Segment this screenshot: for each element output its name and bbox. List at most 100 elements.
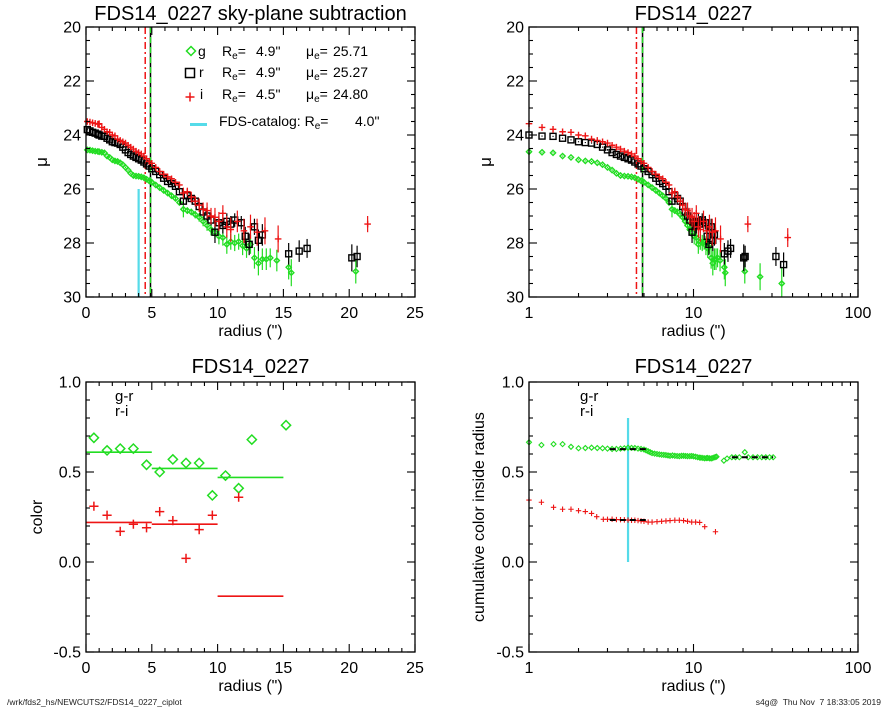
g-data-point <box>538 148 546 156</box>
i-data-point <box>648 168 656 175</box>
r-data-point <box>219 221 227 230</box>
g-data-point <box>549 149 557 157</box>
i-data-point <box>364 220 371 228</box>
g-data-point <box>167 192 176 200</box>
legend-g-r-label: g-r <box>580 388 598 405</box>
r-data-point <box>558 134 567 142</box>
legend-re-value: 4.9" <box>256 43 280 59</box>
chart-title: FDS14_0227 <box>635 356 753 378</box>
y-tick-label: 28 <box>506 236 524 253</box>
g-r-data-point <box>167 453 179 466</box>
g-data-point <box>581 157 589 165</box>
mu-equals: = <box>320 86 328 102</box>
r-i-data-point <box>588 510 595 517</box>
legend-band-label: i <box>200 86 203 102</box>
i-data-point <box>640 160 648 167</box>
r-data-point <box>741 252 749 261</box>
legend-catalog-re-value: 4.0" <box>355 113 379 129</box>
g-r-data-point <box>567 443 575 451</box>
g-data-point <box>164 189 172 197</box>
r-i-data-point <box>234 492 244 502</box>
i-data-point <box>624 149 632 156</box>
catalog-label: FDS-catalog: <box>219 113 305 129</box>
g-data-point <box>352 267 360 275</box>
r-i-data-point <box>559 506 566 512</box>
axes: 1 10 100 20 22 24 26 28 30 <box>506 20 871 323</box>
g-r-data-point <box>688 452 695 460</box>
i-data-point <box>223 223 231 231</box>
g-r-data-point <box>680 452 687 460</box>
panel-color-cumulative: FDS14_0227 radius (") cumulative color i… <box>471 356 871 695</box>
y-tick-label: 0.5 <box>59 465 81 482</box>
re-subscript: e <box>232 51 238 62</box>
i-data-point <box>693 210 700 217</box>
re-symbol: R <box>222 64 232 80</box>
g-data-point <box>179 205 187 213</box>
i-data-point <box>784 234 792 241</box>
y-tick-label: 1.0 <box>502 375 524 392</box>
plot-frame <box>85 381 416 653</box>
r-i-data-point <box>582 508 589 515</box>
plot-area: 0 5 10 15 20 25 20 22 24 26 28 30 <box>63 20 424 323</box>
g-data-point <box>574 156 583 164</box>
legend-mu-value: 25.71 <box>333 43 368 59</box>
x-tick-label: 100 <box>845 305 872 322</box>
g-r-data-point <box>114 442 126 455</box>
r-data-point <box>538 132 546 140</box>
mu-symbol: μ <box>306 43 314 59</box>
x-axis-label: radius (") <box>218 678 282 695</box>
g-r-data-point <box>658 451 665 458</box>
g-r-data-point <box>697 454 705 462</box>
legend-entry-r-band: r Re= 4.9" μe= 25.27 <box>184 64 368 83</box>
re-symbol: R <box>222 43 232 59</box>
i-data-point <box>261 227 269 235</box>
y-tick-label: 1.0 <box>59 375 81 392</box>
x-axis-label: radius (") <box>218 323 282 340</box>
i-data-point <box>148 160 156 167</box>
g-r-data-point <box>246 433 258 446</box>
i-data-point <box>617 145 624 153</box>
plus-marker-icon <box>185 92 195 102</box>
r-data-point <box>688 228 696 236</box>
g-r-data-point <box>550 440 557 448</box>
g-data-point <box>665 198 673 207</box>
r-i-data-point <box>667 517 673 524</box>
r-data-point <box>567 136 575 144</box>
axes: 0 5 10 15 20 25 20 22 24 26 28 30 <box>63 20 424 323</box>
g-r-data-point <box>690 453 697 460</box>
legend-entry-i-band: i Re= 4.5" μe= 24.80 <box>185 86 368 105</box>
r-data-point <box>241 232 249 240</box>
x-tick-label: 20 <box>340 305 358 322</box>
i-data-point <box>703 227 710 235</box>
g-data-point <box>662 194 670 203</box>
g-r-data-point <box>682 452 689 460</box>
i-data-point <box>706 223 713 231</box>
legend-re-label: Re= <box>222 86 246 105</box>
g-data-point <box>235 238 243 246</box>
re-subscript: e <box>232 94 238 105</box>
g-r-data-point <box>660 451 668 459</box>
y-tick-label: 30 <box>63 290 81 307</box>
y-tick-label: 22 <box>506 74 524 91</box>
re-subscript: e <box>315 121 321 132</box>
r-data-point <box>608 148 616 157</box>
i-data-point <box>613 143 620 151</box>
series-r-i <box>89 492 244 563</box>
i-data-point <box>227 226 235 233</box>
i-data-point <box>582 132 589 140</box>
x-tick-label: 1 <box>525 305 534 322</box>
legend: g-r r-i <box>580 388 598 420</box>
x-tick-label: 10 <box>209 305 227 322</box>
g-data-point <box>612 169 621 177</box>
g-r-data-point <box>664 452 672 459</box>
g-data-point <box>183 207 191 215</box>
r-data-point <box>175 187 184 196</box>
r-i-data-point <box>696 519 703 526</box>
legend-entry-fds-catalog: FDS-catalog: Re= 4.0" <box>190 113 379 132</box>
g-data-point <box>266 254 274 262</box>
g-r-data-point <box>710 454 718 461</box>
i-data-point <box>160 170 167 178</box>
mu-equals: = <box>320 43 328 59</box>
x-tick-label: 0 <box>82 305 91 322</box>
